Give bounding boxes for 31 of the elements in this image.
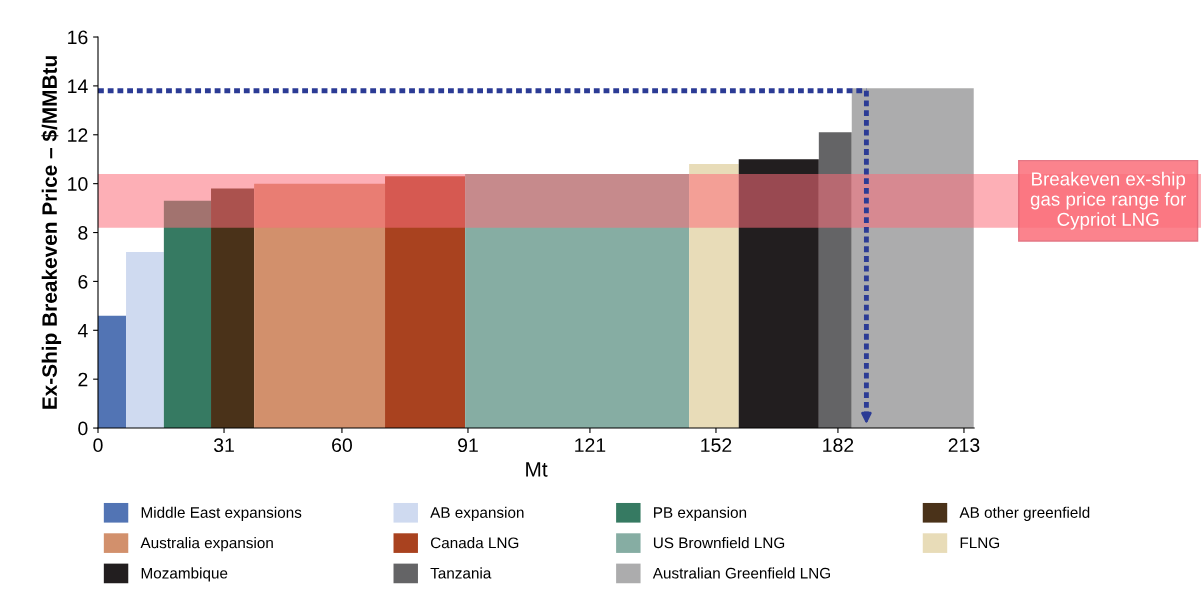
x-tick-label: 31: [213, 438, 234, 453]
legend-label: Middle East expansions: [141, 506, 302, 521]
y-tick-label: 2: [78, 372, 88, 387]
band-label: Breakeven ex-ship gas price range for Cypriot LNG: [1030, 171, 1187, 230]
legend-label: AB expansion: [430, 506, 524, 521]
y-tick-label: 10: [68, 177, 88, 191]
y-tick-label: 6: [78, 274, 88, 289]
legend-label: Australia expansion: [140, 537, 273, 552]
legend-label: Tanzania: [430, 567, 492, 579]
x-tick-label: 182: [823, 438, 854, 453]
legend-label: PB expansion: [654, 506, 747, 521]
x-tick-label: 0: [93, 438, 103, 453]
legend-label: Canada LNG: [430, 537, 519, 549]
x-tick-label: 60: [332, 438, 352, 453]
y-tick-label: 0: [78, 421, 88, 436]
x-axis-title: Mt: [526, 462, 548, 477]
x-tick-label: 91: [458, 438, 478, 453]
y-tick-label: 8: [78, 226, 88, 240]
legend-label: US Brownfield LNG: [653, 537, 785, 549]
y-tick-label: 16: [68, 30, 88, 45]
legend-label: Mozambique: [141, 567, 228, 582]
legend-label: FLNG: [960, 537, 1000, 549]
x-tick-label: 152: [701, 438, 732, 453]
legend-label: Australian Greenfield LNG: [652, 567, 830, 579]
x-tick-label: 213: [948, 438, 980, 453]
y-axis-title: Ex-Ship Breakeven Price – $/MMBtu: [41, 56, 62, 409]
legend-label: AB other greenfield: [959, 506, 1090, 521]
y-tick-label: 14: [68, 79, 88, 93]
y-tick-label: 12: [68, 128, 88, 142]
y-tick-label: 4: [77, 323, 88, 338]
x-tick-label: 121: [575, 438, 606, 452]
